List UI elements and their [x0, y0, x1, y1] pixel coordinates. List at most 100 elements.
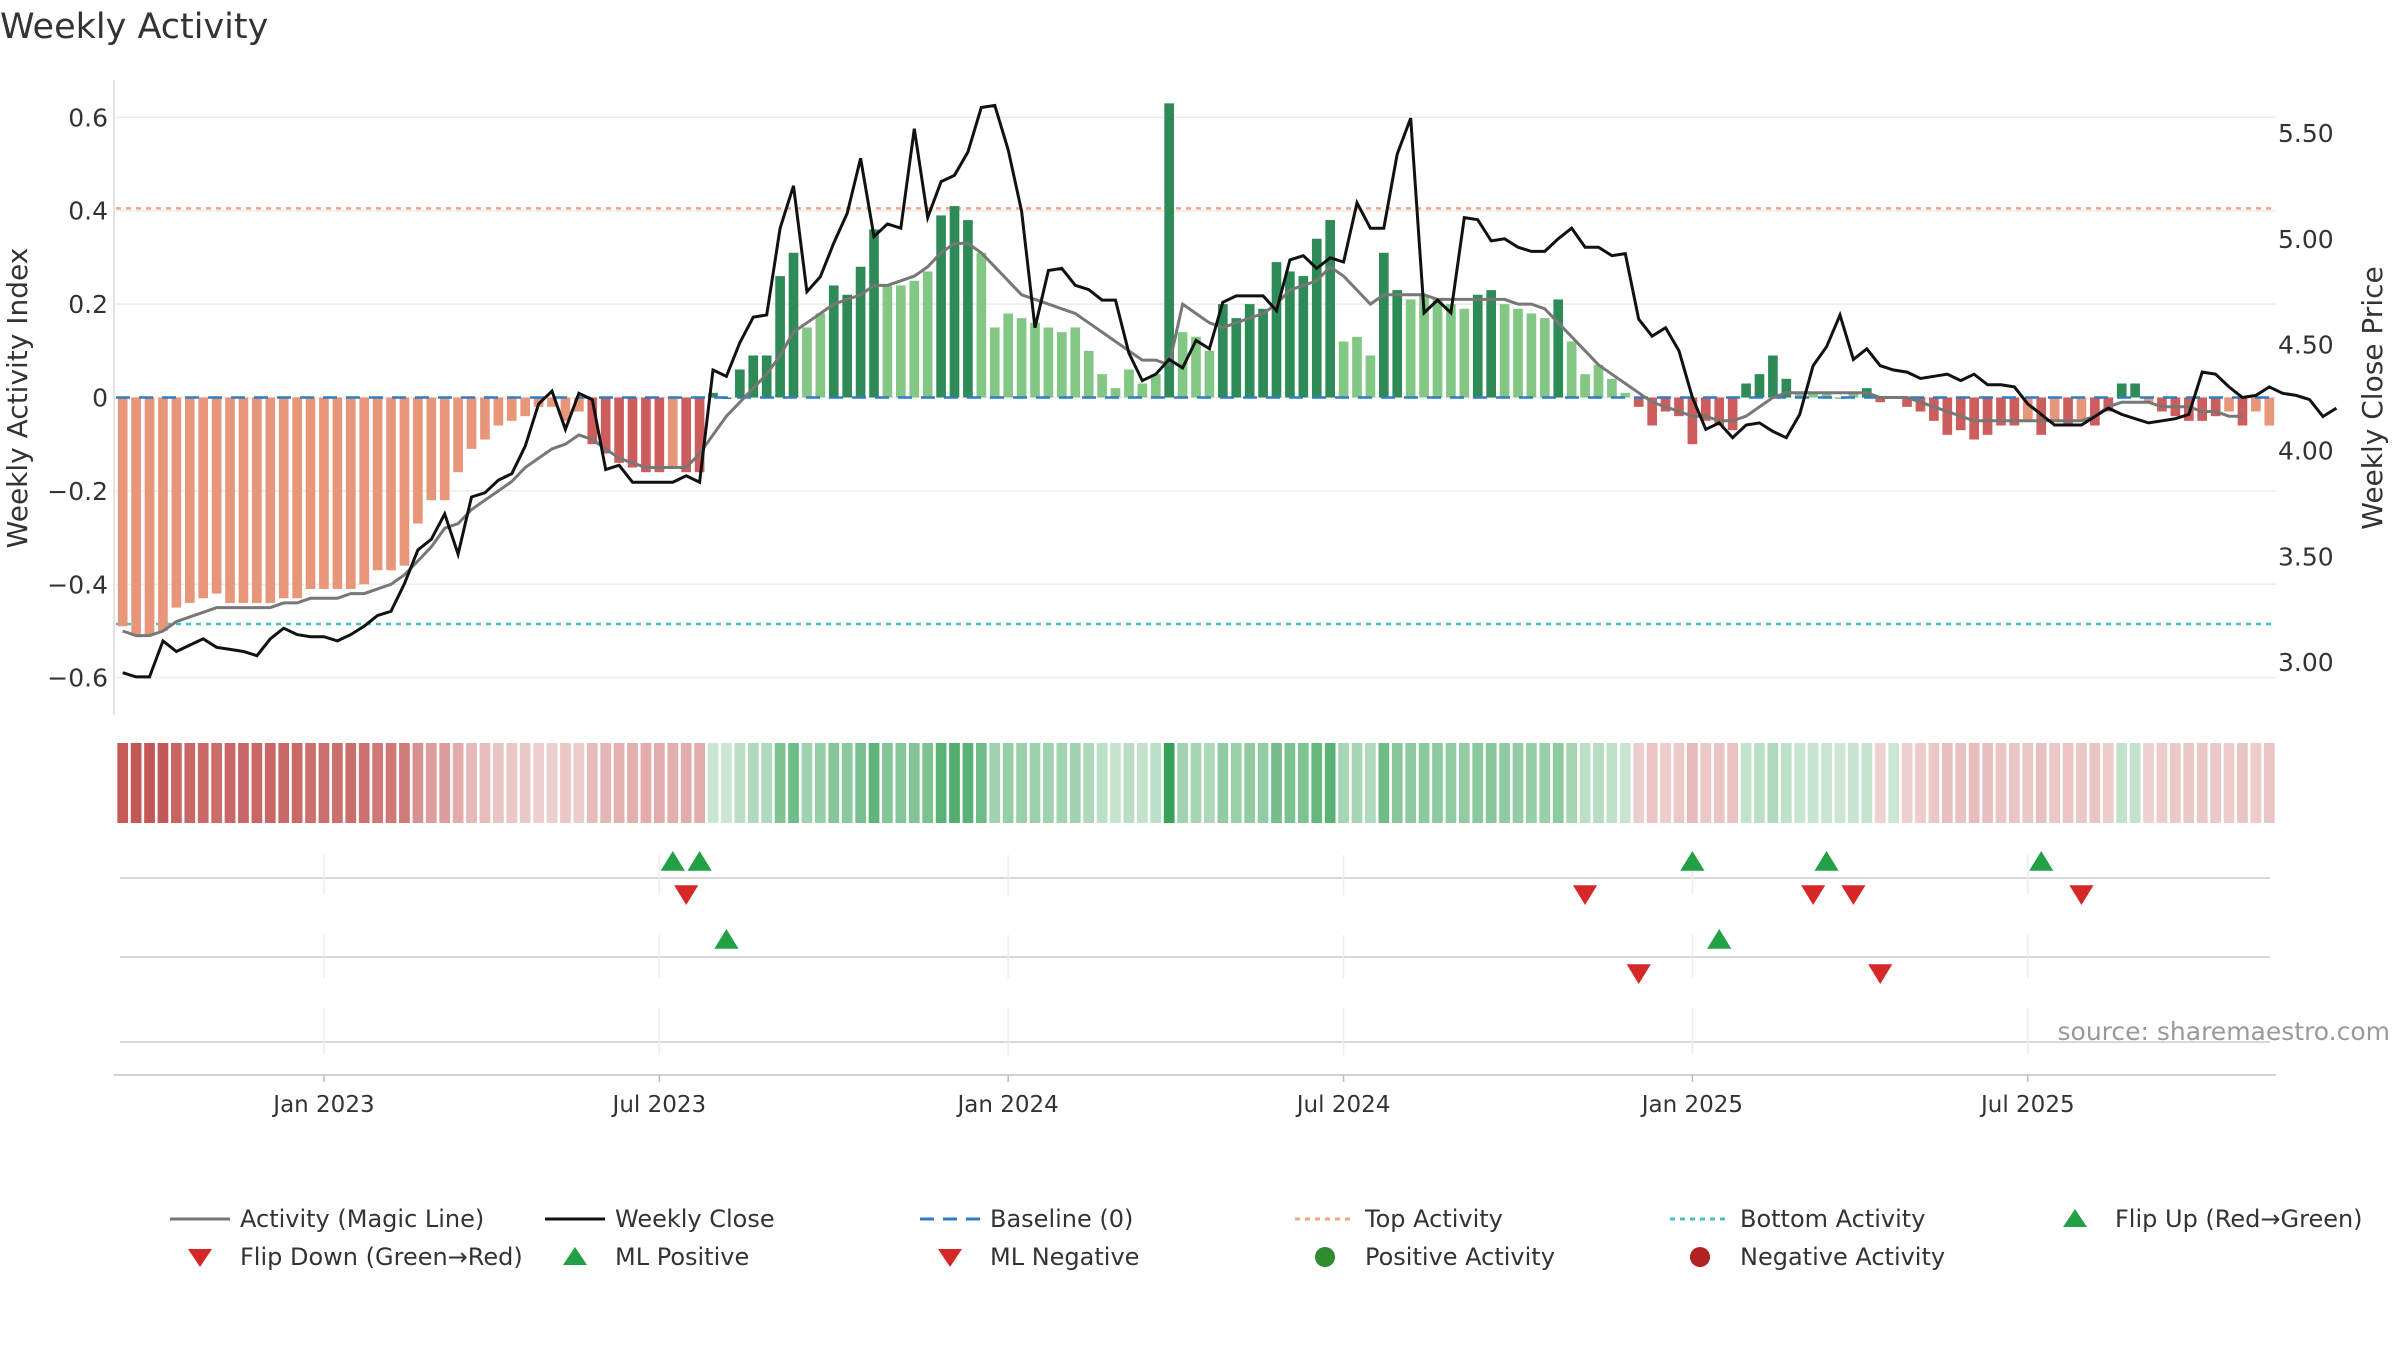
heat-cell — [197, 743, 209, 823]
x-tick-label: Jan 2024 — [956, 1092, 1059, 1118]
right-tick-label: 5.50 — [2278, 119, 2334, 148]
legend-item-close: Weekly Close — [543, 1205, 775, 1233]
heat-cell — [332, 743, 343, 823]
heat-cell — [1566, 743, 1578, 823]
heat-cell — [251, 743, 263, 823]
heat-cell — [1807, 743, 1819, 823]
activity-bar — [225, 397, 235, 603]
heat-cell — [452, 743, 464, 823]
activity-bar — [265, 397, 276, 603]
heat-cell — [1579, 743, 1591, 823]
legend-swatch-posact — [1315, 1247, 1335, 1267]
activity-bar — [238, 397, 249, 603]
activity-bar — [828, 285, 839, 398]
heat-cell — [707, 743, 719, 823]
legend-item-posact: Positive Activity — [1293, 1243, 1555, 1271]
legend-item-magic: Activity (Magic Line) — [168, 1205, 484, 1233]
heat-cell — [922, 743, 934, 823]
heat-cell — [211, 743, 222, 823]
flip-down-marker — [1572, 885, 1598, 905]
heat-cell — [1351, 743, 1363, 823]
activity-bar — [171, 397, 182, 608]
heat-cell — [828, 743, 840, 823]
right-tick-label: 3.50 — [2278, 542, 2334, 571]
activity-bar — [2210, 397, 2221, 417]
heat-cell — [747, 743, 759, 823]
heat-cell — [613, 743, 625, 823]
heat-cell — [264, 743, 276, 823]
activity-bar — [1325, 220, 1335, 398]
activity-bar — [855, 266, 866, 398]
activity-bar — [131, 397, 141, 636]
heat-cell — [171, 743, 182, 823]
activity-bar — [788, 252, 799, 398]
activity-bar — [1352, 336, 1362, 398]
heat-cell — [1754, 743, 1765, 823]
heat-cell — [1338, 743, 1349, 823]
legend-swatch-baseline — [920, 1217, 980, 1221]
heat-cell — [788, 743, 799, 823]
heat-cell — [1083, 743, 1095, 823]
activity-bar — [426, 397, 437, 501]
source-note: source: sharemaestro.com — [2058, 1017, 2391, 1046]
activity-bar — [587, 397, 598, 445]
activity-bar — [1204, 350, 1215, 398]
activity-bar — [1754, 374, 1765, 398]
activity-bar — [144, 397, 155, 636]
activity-bar — [614, 397, 624, 463]
heat-cell — [1405, 743, 1417, 823]
activity-bar — [694, 397, 705, 473]
activity-bar — [2076, 397, 2087, 421]
heat-cell — [2102, 743, 2114, 823]
activity-bar — [292, 397, 302, 599]
heat-cell — [157, 743, 169, 823]
heat-cell — [291, 743, 303, 823]
heat-cell — [1069, 743, 1081, 823]
x-tick-label: Jan 2023 — [271, 1092, 374, 1118]
flip-down-marker — [1841, 885, 1866, 905]
heat-cell — [560, 743, 571, 823]
left-tick-label: 0.4 — [68, 197, 108, 226]
heat-cell — [1217, 743, 1229, 823]
heat-cell — [573, 743, 585, 823]
heat-cell — [1660, 743, 1671, 823]
heat-cell — [2116, 743, 2128, 823]
heat-cell — [667, 743, 679, 823]
legend-label: Baseline (0) — [990, 1205, 1134, 1233]
activity-bar — [2103, 397, 2114, 412]
activity-bar — [1929, 397, 1939, 421]
activity-bar — [1164, 103, 1174, 398]
activity-bar — [345, 397, 356, 589]
activity-bar — [2251, 397, 2261, 412]
heat-cell — [2223, 743, 2235, 823]
heat-cell — [117, 743, 129, 823]
activity-bar — [1526, 313, 1537, 398]
heat-cell — [533, 743, 544, 823]
x-tick-label: Jul 2023 — [611, 1092, 707, 1118]
heat-cell — [1365, 743, 1376, 823]
legend-item-mlpos: ML Positive — [543, 1243, 749, 1271]
heat-cell — [1861, 743, 1873, 823]
legend-label: Top Activity — [1365, 1205, 1503, 1233]
heat-cell — [1002, 743, 1014, 823]
legend-swatch-flipdown — [188, 1249, 212, 1267]
activity-bar — [600, 397, 611, 454]
heat-cell — [855, 743, 866, 823]
activity-bar — [1003, 313, 1014, 398]
weekly-close-line — [122, 103, 2338, 679]
heat-cell — [345, 743, 357, 823]
heat-cell — [1526, 743, 1537, 823]
activity-bar — [1647, 397, 1657, 426]
heat-cell — [1029, 743, 1041, 823]
heat-cell — [278, 743, 290, 823]
heat-cell — [1257, 743, 1269, 823]
legend-swatch-mlpos — [563, 1247, 587, 1265]
heat-cell — [627, 743, 638, 823]
activity-bar — [842, 294, 853, 398]
activity-bar — [2224, 397, 2234, 412]
activity-bar — [1124, 369, 1134, 398]
legend-label: Flip Up (Red→Green) — [2115, 1205, 2363, 1233]
heat-cell — [1874, 743, 1886, 823]
series-lines — [116, 103, 2338, 679]
